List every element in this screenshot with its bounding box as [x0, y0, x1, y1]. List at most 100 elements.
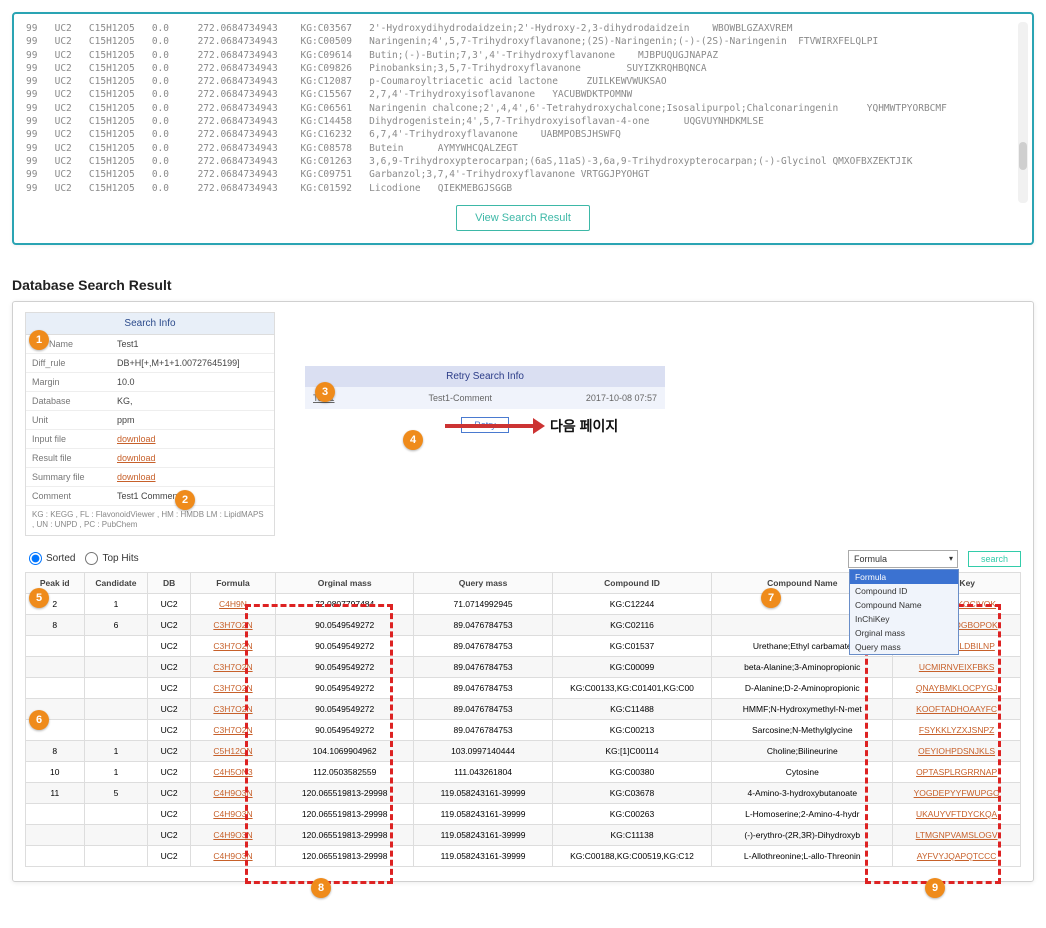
annotation-badge-1: 1: [29, 330, 49, 350]
download-link[interactable]: download: [117, 472, 156, 482]
inchikey-link[interactable]: LTMGNPVAMSLOGV: [916, 830, 998, 840]
search-info-label: Diff_rule: [26, 354, 111, 372]
scrollbar[interactable]: [1018, 22, 1028, 203]
formula-link[interactable]: C4H9O3N: [213, 809, 252, 819]
search-info-row: Result filedownload: [26, 449, 274, 468]
table-row[interactable]: 81UC2C5H12ON104.1069904962103.0997140444…: [26, 740, 1021, 761]
dropdown-selected[interactable]: Formula: [849, 551, 957, 567]
search-info-row: Job NameTest1: [26, 335, 274, 354]
table-row[interactable]: UC2C4H9O3N120.065519813-29998119.0582431…: [26, 845, 1021, 866]
log-line: 99 UC2 C15H12O5 0.0 272.0684734943 KG:C0…: [26, 168, 1020, 181]
dropdown-option[interactable]: Formula: [850, 570, 958, 584]
log-line: 99 UC2 C15H12O5 0.0 272.0684734943 KG:C0…: [26, 49, 1020, 62]
view-search-result-button[interactable]: View Search Result: [456, 205, 590, 231]
formula-link[interactable]: C4H9N: [219, 599, 247, 609]
table-cell: HMMF;N-Hydroxymethyl-N-met: [712, 698, 893, 719]
inchikey-link[interactable]: UCMIRNVEIXFBKS: [919, 662, 995, 672]
dropdown-option[interactable]: InChiKey: [850, 612, 958, 626]
table-row[interactable]: UC2C4H9O3N120.065519813-29998119.0582431…: [26, 803, 1021, 824]
annotation-badge-2: 2: [175, 490, 195, 510]
formula-link[interactable]: C4H5ON3: [213, 767, 252, 777]
download-link[interactable]: download: [117, 453, 156, 463]
table-row[interactable]: UC2C3H7O2N90.054954927289.0476784753KG:C…: [26, 719, 1021, 740]
table-row[interactable]: UC2C4H9O3N120.065519813-29998119.0582431…: [26, 824, 1021, 845]
annotation-badge-9: 9: [925, 878, 945, 898]
table-cell: 90.0549549272: [276, 719, 414, 740]
search-info-row: Diff_ruleDB+H[+,M+1+1.00727645199]: [26, 354, 274, 373]
filter-dropdown[interactable]: Formula FormulaCompound IDCompound NameI…: [848, 550, 958, 568]
log-line: 99 UC2 C15H12O5 0.0 272.0684734943 KG:C1…: [26, 115, 1020, 128]
table-cell: AYFVYJQAPQTCCC: [893, 845, 1021, 866]
sorted-radio[interactable]: [29, 552, 42, 565]
formula-link[interactable]: C5H12ON: [213, 746, 252, 756]
formula-link[interactable]: C3H7O2N: [213, 662, 252, 672]
search-button[interactable]: search: [968, 551, 1021, 567]
inchikey-link[interactable]: QNAYBMKLOCPYGJ: [916, 683, 998, 693]
formula-link[interactable]: C3H7O2N: [213, 725, 252, 735]
table-header[interactable]: Compound ID: [552, 572, 712, 593]
inchikey-link[interactable]: FSYKKLYZXJSNPZ: [919, 725, 994, 735]
table-cell: KG:C00099: [552, 656, 712, 677]
formula-link[interactable]: C3H7O2N: [213, 683, 252, 693]
table-header[interactable]: Orginal mass: [276, 572, 414, 593]
search-info-value: 10.0: [111, 373, 274, 391]
table-cell: [26, 635, 85, 656]
inchikey-link[interactable]: UKAUYVFTDYCKQA: [916, 809, 997, 819]
table-cell: [84, 635, 148, 656]
dropdown-option[interactable]: Orginal mass: [850, 626, 958, 640]
search-info-value: Test1: [111, 335, 274, 353]
tophits-radio[interactable]: [85, 552, 98, 565]
inchikey-link[interactable]: OEYIOHPDSNJKLS: [918, 746, 995, 756]
table-row[interactable]: UC2C3H7O2N90.054954927289.0476784753KG:C…: [26, 677, 1021, 698]
table-cell: [84, 719, 148, 740]
table-cell: C3H7O2N: [190, 698, 275, 719]
inchikey-link[interactable]: AYFVYJQAPQTCCC: [917, 851, 997, 861]
table-cell: UC2: [148, 719, 191, 740]
table-cell: 1: [84, 593, 148, 614]
table-header[interactable]: Candidate: [84, 572, 148, 593]
table-cell: [84, 845, 148, 866]
table-cell: 1: [84, 740, 148, 761]
table-header[interactable]: Query mass: [414, 572, 552, 593]
search-info-value[interactable]: download: [111, 468, 274, 486]
search-info-value[interactable]: download: [111, 430, 274, 448]
formula-link[interactable]: C3H7O2N: [213, 620, 252, 630]
search-info-value[interactable]: download: [111, 449, 274, 467]
dropdown-option[interactable]: Compound ID: [850, 584, 958, 598]
formula-link[interactable]: C3H7O2N: [213, 704, 252, 714]
table-row[interactable]: 101UC2C4H5ON3112.0503582559111.043261804…: [26, 761, 1021, 782]
dropdown-option[interactable]: Query mass: [850, 640, 958, 654]
table-row[interactable]: 115UC2C4H9O3N120.065519813-29998119.0582…: [26, 782, 1021, 803]
search-info-label: Summary file: [26, 468, 111, 486]
table-cell: [84, 656, 148, 677]
table-header[interactable]: DB: [148, 572, 191, 593]
table-row[interactable]: UC2C3H7O2N90.054954927289.0476784753KG:C…: [26, 698, 1021, 719]
table-cell: 90.0549549272: [276, 635, 414, 656]
formula-link[interactable]: C4H9O3N: [213, 830, 252, 840]
table-cell: UC2: [148, 656, 191, 677]
table-row[interactable]: UC2C3H7O2N90.054954927289.0476784753KG:C…: [26, 656, 1021, 677]
table-cell: 120.065519813-29998: [276, 803, 414, 824]
inchikey-link[interactable]: YOGDEPYYFWUPGO: [914, 788, 1000, 798]
table-cell: KG:C00213: [552, 719, 712, 740]
formula-link[interactable]: C3H7O2N: [213, 641, 252, 651]
table-cell: 90.0549549272: [276, 614, 414, 635]
table-cell: 89.0476784753: [414, 656, 552, 677]
log-panel: 99 UC2 C15H12O5 0.0 272.0684734943 KG:C0…: [12, 12, 1034, 245]
search-info-label: Margin: [26, 373, 111, 391]
formula-link[interactable]: C4H9O3N: [213, 788, 252, 798]
inchikey-link[interactable]: KOOFTADHOAAYFC: [916, 704, 997, 714]
table-cell: L-Allothreonine;L-allo-Threonin: [712, 845, 893, 866]
table-header[interactable]: Formula: [190, 572, 275, 593]
search-info-value: ppm: [111, 411, 274, 429]
log-line: 99 UC2 C15H12O5 0.0 272.0684734943 KG:C1…: [26, 75, 1020, 88]
tophits-label: Top Hits: [102, 553, 138, 564]
download-link[interactable]: download: [117, 434, 156, 444]
dropdown-option[interactable]: Compound Name: [850, 598, 958, 612]
table-cell: 103.0997140444: [414, 740, 552, 761]
inchikey-link[interactable]: OPTASPLRGRRNAP: [916, 767, 997, 777]
table-cell: KG:C00380: [552, 761, 712, 782]
dropdown-list[interactable]: FormulaCompound IDCompound NameInChiKeyO…: [849, 569, 959, 655]
formula-link[interactable]: C4H9O3N: [213, 851, 252, 861]
table-cell: UC2: [148, 761, 191, 782]
